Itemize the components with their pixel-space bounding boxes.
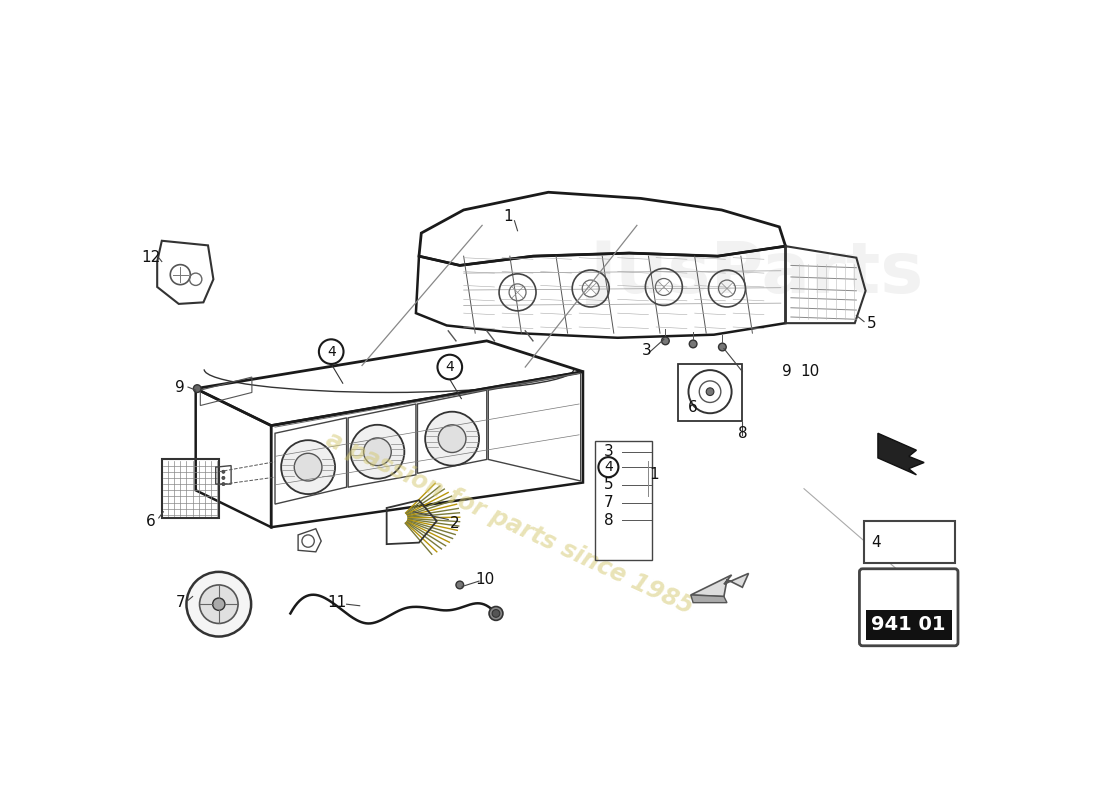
Bar [865, 521, 955, 563]
Text: 3: 3 [604, 444, 614, 459]
Circle shape [916, 534, 932, 550]
Circle shape [425, 412, 480, 466]
Circle shape [319, 339, 343, 364]
Circle shape [718, 343, 726, 351]
Circle shape [438, 425, 466, 453]
Text: 2: 2 [450, 516, 459, 531]
Circle shape [438, 354, 462, 379]
Text: 3: 3 [642, 342, 652, 358]
Text: 1: 1 [504, 210, 513, 224]
Text: 4: 4 [871, 534, 881, 550]
Text: 7: 7 [604, 495, 613, 510]
Circle shape [187, 572, 251, 637]
Text: 10: 10 [475, 572, 495, 587]
Bar [866, 610, 952, 640]
Circle shape [222, 476, 224, 479]
Text: a passion for parts since 1985: a passion for parts since 1985 [322, 427, 697, 619]
Circle shape [690, 340, 697, 348]
Text: 9: 9 [175, 379, 185, 394]
Text: 8: 8 [738, 426, 747, 441]
Text: 6: 6 [146, 514, 156, 529]
Text: 7: 7 [176, 595, 185, 610]
Text: 10: 10 [801, 364, 820, 379]
Circle shape [363, 438, 392, 466]
Text: 9: 9 [782, 364, 792, 379]
Circle shape [212, 598, 226, 610]
Circle shape [492, 610, 499, 618]
Polygon shape [691, 574, 749, 597]
Circle shape [194, 385, 201, 393]
Text: 5: 5 [604, 478, 613, 492]
Text: 12: 12 [142, 250, 161, 266]
Circle shape [351, 425, 405, 478]
Polygon shape [691, 595, 727, 602]
Text: 4: 4 [446, 360, 454, 374]
Circle shape [706, 388, 714, 395]
Circle shape [661, 337, 669, 345]
Text: 4: 4 [604, 460, 613, 474]
Circle shape [222, 482, 224, 486]
Circle shape [455, 581, 464, 589]
Text: 5: 5 [867, 316, 877, 330]
Circle shape [598, 457, 618, 477]
Text: 6: 6 [689, 400, 698, 415]
Circle shape [282, 440, 336, 494]
Text: 1: 1 [650, 467, 659, 482]
Text: 11: 11 [327, 595, 346, 610]
Circle shape [295, 454, 322, 481]
FancyBboxPatch shape [859, 569, 958, 646]
Text: 941 01: 941 01 [871, 615, 946, 634]
Text: JusParts: JusParts [590, 238, 923, 308]
Text: 8: 8 [604, 513, 613, 528]
Circle shape [490, 606, 503, 620]
Circle shape [199, 585, 238, 623]
Polygon shape [878, 434, 924, 475]
Circle shape [222, 470, 224, 474]
Bar [594, 441, 652, 560]
Circle shape [921, 538, 928, 546]
Text: 4: 4 [327, 345, 336, 358]
